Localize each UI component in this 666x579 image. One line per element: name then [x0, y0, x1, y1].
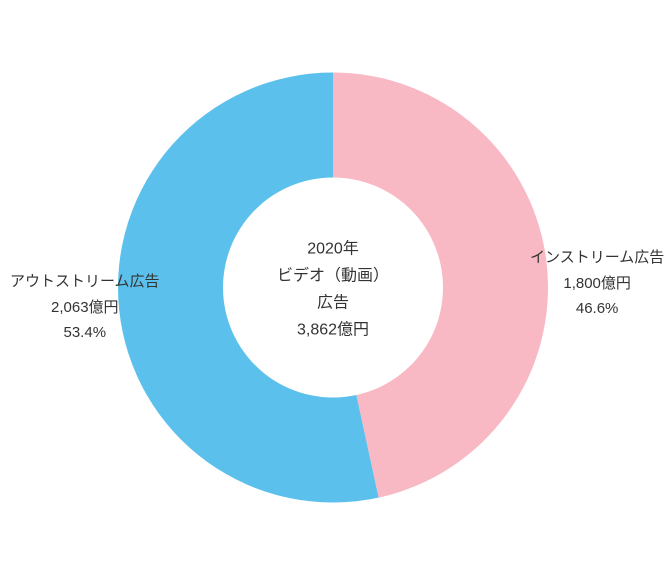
- center-line-year: 2020年: [277, 235, 389, 262]
- slice-percent: 53.4%: [10, 320, 160, 346]
- slice-value: 1,800億円: [530, 271, 664, 297]
- center-line-total: 3,862億円: [277, 317, 389, 344]
- center-line-title: ビデオ（動画）: [277, 262, 389, 289]
- slice-percent: 46.6%: [530, 296, 664, 322]
- slice-name: インストリーム広告: [530, 245, 664, 271]
- center-line-title2: 広告: [277, 290, 389, 317]
- slice-label-instream: インストリーム広告 1,800億円 46.6%: [530, 245, 664, 322]
- slice-name: アウトストリーム広告: [10, 269, 160, 295]
- slice-value: 2,063億円: [10, 295, 160, 321]
- center-label: 2020年 ビデオ（動画） 広告 3,862億円: [277, 235, 389, 344]
- slice-label-outstream: アウトストリーム広告 2,063億円 53.4%: [10, 269, 160, 346]
